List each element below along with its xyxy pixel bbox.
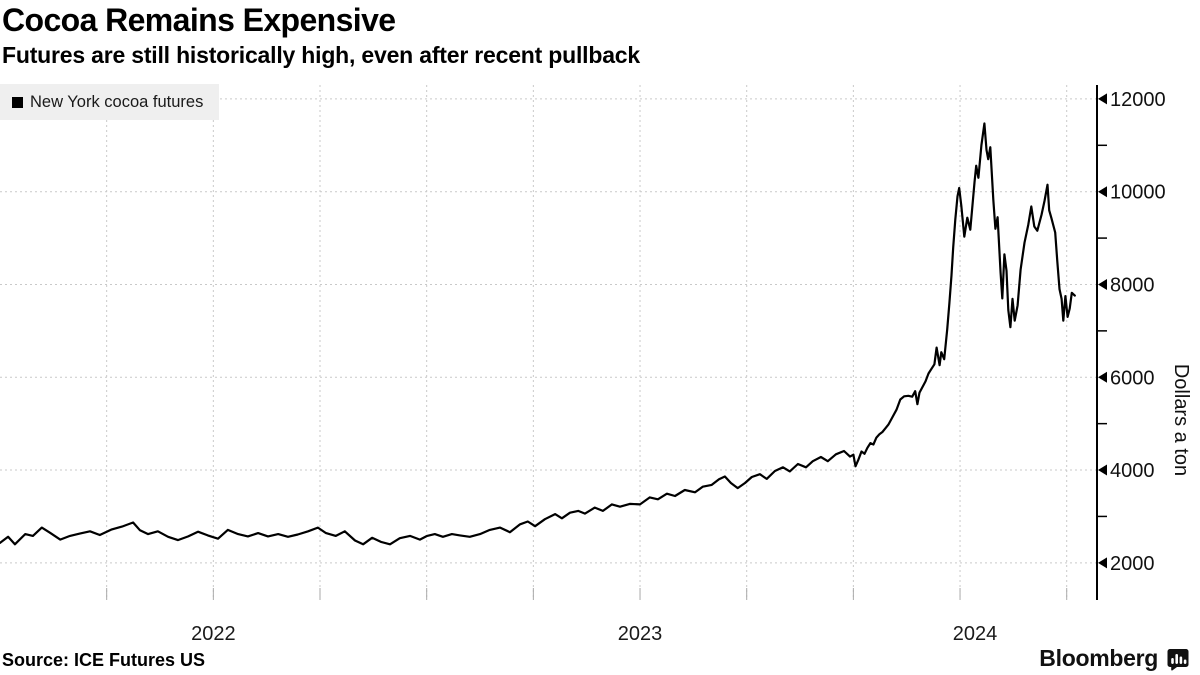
x-year-label: 2024	[953, 623, 998, 645]
y-tick-label: 4000	[1110, 460, 1155, 482]
y-tick-label: 10000	[1110, 182, 1166, 204]
bloomberg-wordmark: Bloomberg	[1039, 645, 1158, 671]
y-major-tick-arrow-icon	[1098, 464, 1107, 476]
y-major-tick-arrow-icon	[1098, 557, 1107, 569]
x-year-label: 2022	[191, 623, 236, 645]
y-major-tick-arrow-icon	[1098, 371, 1107, 383]
y-tick-label: 6000	[1110, 367, 1155, 389]
source-note: Source: ICE Futures US	[2, 650, 206, 670]
price-line	[0, 122, 1076, 546]
x-year-label: 2023	[618, 623, 663, 645]
legend-swatch-icon	[12, 96, 23, 108]
y-tick-label: 8000	[1110, 274, 1155, 296]
gridlines	[0, 85, 1097, 600]
bloomberg-chart-bubble-icon	[1167, 648, 1189, 671]
y-axis: 2000 4000 6000 8000 10000 12000	[1096, 85, 1166, 600]
y-tick-label: 12000	[1110, 89, 1166, 111]
chart-title: Cocoa Remains Expensive	[2, 2, 396, 38]
y-tick-label: 2000	[1110, 553, 1155, 575]
y-major-tick-arrow-icon	[1098, 186, 1107, 198]
y-major-tick-arrow-icon	[1098, 93, 1107, 105]
y-major-tick-arrow-icon	[1098, 278, 1107, 290]
y-axis-title: Dollars a ton	[1170, 363, 1192, 477]
chart-subtitle: Futures are still historically high, eve…	[2, 42, 640, 68]
bloomberg-logo: Bloomberg	[1039, 645, 1190, 672]
legend-label: New York cocoa futures	[30, 92, 204, 111]
legend: New York cocoa futures	[0, 84, 220, 120]
